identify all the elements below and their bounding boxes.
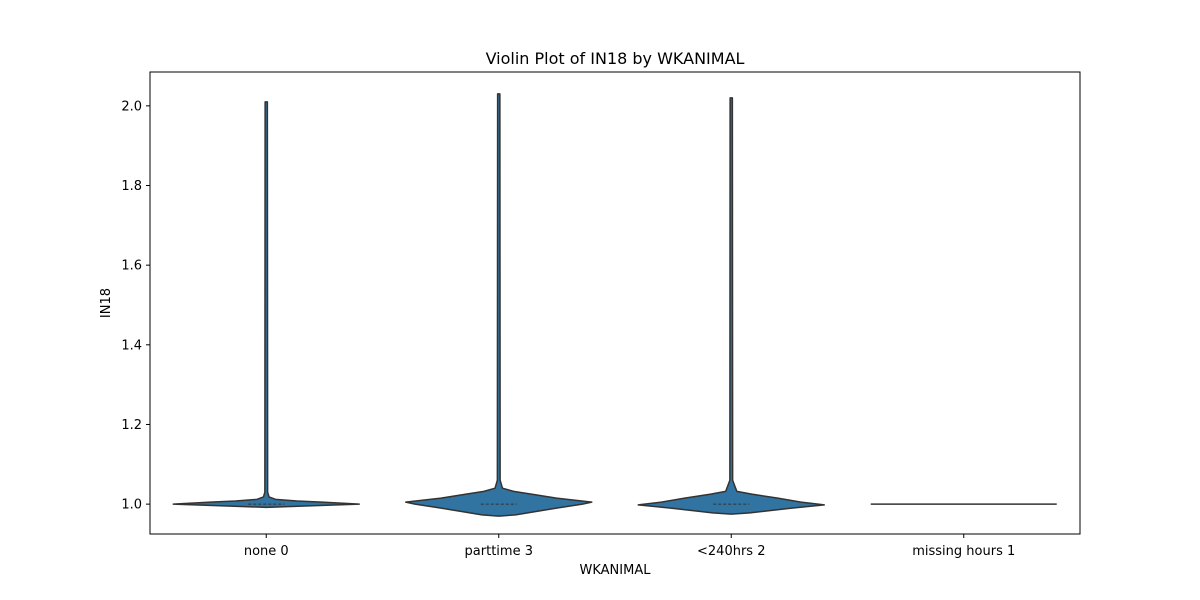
y-tick-label: 1.6 bbox=[121, 259, 142, 274]
x-tick-label: parttime 3 bbox=[465, 544, 533, 559]
violin-body bbox=[172, 101, 360, 509]
plot-frame bbox=[149, 71, 1081, 535]
y-tick-label: 2.0 bbox=[121, 99, 142, 114]
x-axis-label: WKANIMAL bbox=[580, 563, 652, 578]
violin-body bbox=[637, 97, 825, 515]
violin bbox=[172, 101, 360, 509]
x-axis: none 0 parttime 3 <240hrs 2 missing hours 1 bbox=[244, 534, 1015, 559]
y-tick-label: 1.0 bbox=[121, 498, 142, 513]
y-tick-label: 1.4 bbox=[121, 338, 142, 353]
violins-group bbox=[172, 93, 1057, 517]
y-tick-label: 1.2 bbox=[121, 418, 142, 433]
x-tick-label: none 0 bbox=[244, 544, 289, 559]
y-axis-label: IN18 bbox=[99, 288, 114, 318]
y-axis: 1.0 1.2 1.4 1.6 1.8 2.0 bbox=[121, 99, 150, 513]
violin-body bbox=[405, 93, 593, 517]
x-tick-label: missing hours 1 bbox=[912, 544, 1015, 559]
x-tick-label: <240hrs 2 bbox=[697, 544, 765, 559]
violin bbox=[405, 93, 593, 517]
y-tick-label: 1.8 bbox=[121, 179, 142, 194]
chart-title: Violin Plot of IN18 by WKANIMAL bbox=[486, 49, 745, 68]
violin bbox=[637, 97, 825, 515]
